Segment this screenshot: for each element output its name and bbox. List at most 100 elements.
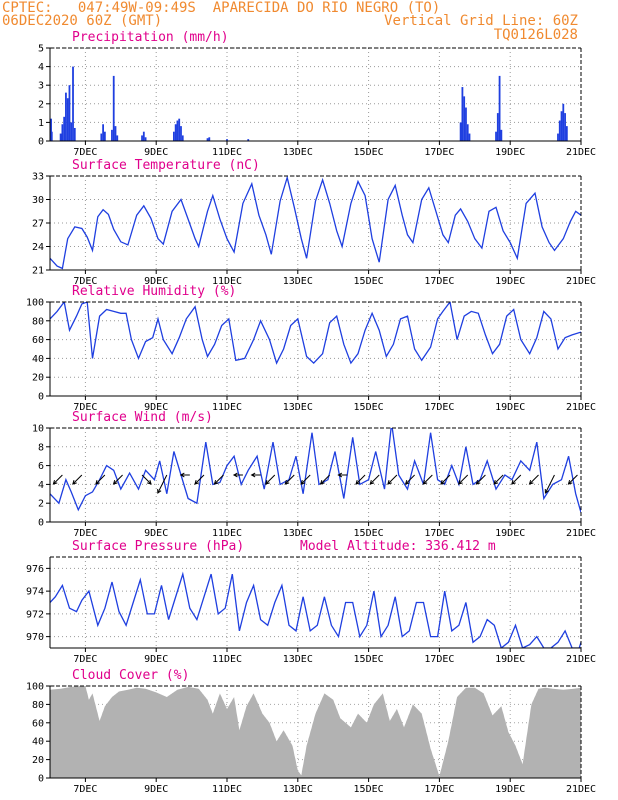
wind-vector	[113, 474, 123, 485]
x-tick-label: 9DEC	[144, 784, 168, 795]
x-tick-label: 21DEC	[566, 784, 596, 795]
y-tick-label: 27	[32, 219, 44, 230]
y-tick-label: 80	[32, 316, 44, 327]
precip-bar	[114, 126, 117, 141]
x-tick-label: 13DEC	[283, 147, 313, 158]
precip-bar	[565, 126, 568, 141]
wind-vector	[529, 474, 539, 485]
y-tick-label: 4	[38, 62, 44, 73]
x-tick-label: 17DEC	[424, 147, 454, 158]
x-tick-label: 13DEC	[283, 784, 313, 795]
wind-arrow-head	[250, 472, 256, 478]
wind-vector	[194, 474, 205, 485]
x-tick-label: 17DEC	[424, 402, 454, 413]
x-tick-label: 7DEC	[73, 402, 97, 413]
x-tick-label: 9DEC	[144, 276, 168, 287]
wind-arrow-head	[52, 480, 58, 485]
precip-bar	[103, 131, 106, 141]
y-tick-label: 2	[38, 99, 44, 110]
x-tick-label: 19DEC	[495, 528, 525, 539]
precip-bar	[73, 127, 76, 141]
wind-vector	[440, 474, 451, 485]
wind-vector	[157, 474, 168, 494]
wind-arrow-head	[567, 480, 573, 485]
precip-bar	[100, 133, 103, 141]
x-tick-label: 19DEC	[495, 147, 525, 158]
precip-bar	[176, 120, 179, 141]
series-line	[50, 571, 581, 648]
precip-bar	[174, 124, 177, 141]
x-tick-label: 19DEC	[495, 276, 525, 287]
precip-bar	[72, 66, 74, 141]
wind-arrow-head	[213, 480, 219, 485]
x-tick-label: 15DEC	[354, 654, 384, 665]
precip-bar	[562, 103, 565, 141]
wind-arrow-head	[457, 480, 463, 485]
x-tick-label: 17DEC	[424, 654, 454, 665]
x-tick-label: 9DEC	[144, 528, 168, 539]
wind-arrow-head	[422, 480, 428, 485]
y-tick-label: 33	[32, 172, 44, 183]
panel-2	[46, 175, 582, 274]
wind-vector	[141, 474, 152, 485]
precip-bar	[144, 137, 147, 141]
wind-arrow-head	[194, 480, 199, 485]
wind-arrow-head	[232, 472, 238, 478]
x-tick-label: 13DEC	[283, 402, 313, 413]
x-tick-label: 21DEC	[566, 528, 596, 539]
precip-bar	[495, 131, 497, 141]
wind-arrow-head	[179, 472, 185, 478]
precip-bar	[59, 133, 62, 141]
x-tick-label: 15DEC	[354, 147, 384, 158]
precip-bar	[463, 96, 466, 141]
x-tick-label: 11DEC	[212, 654, 242, 665]
y-tick-label: 100	[26, 682, 44, 693]
wind-vector	[422, 474, 433, 485]
precip-bar	[465, 107, 467, 141]
x-tick-label: 9DEC	[144, 654, 168, 665]
wind-vector	[493, 474, 504, 485]
y-tick-label: 40	[32, 354, 44, 365]
wind-arrow-head	[475, 480, 481, 485]
wind-arrow-head	[284, 480, 290, 485]
y-tick-label: 970	[26, 632, 44, 643]
x-tick-label: 21DEC	[566, 654, 596, 665]
precip-bar	[468, 133, 471, 141]
y-tick-label: 60	[32, 718, 44, 729]
precip-bar	[226, 139, 228, 141]
wind-vector	[355, 474, 366, 485]
x-tick-label: 13DEC	[283, 654, 313, 665]
cloud-cover-area	[50, 686, 581, 778]
wind-arrow-head	[404, 480, 410, 485]
series-line	[50, 176, 581, 270]
header-grid-line: Vertical Grid Line: 60Z	[384, 13, 578, 29]
x-tick-label: 7DEC	[73, 276, 97, 287]
wind-vector	[320, 474, 331, 485]
wind-vector	[568, 474, 578, 485]
precip-bar	[558, 120, 561, 141]
y-tick-label: 30	[32, 195, 44, 206]
y-tick-label: 3	[38, 81, 44, 92]
x-tick-label: 15DEC	[354, 276, 384, 287]
precip-bar	[178, 118, 181, 141]
precip-bar	[141, 135, 143, 141]
y-tick-label: 976	[26, 564, 44, 575]
precip-bar	[557, 133, 559, 141]
panel-title: Cloud Cover (%)	[72, 668, 189, 683]
y-tick-label: 974	[26, 587, 44, 598]
x-tick-label: 21DEC	[566, 276, 596, 287]
x-tick-label: 11DEC	[212, 528, 242, 539]
wind-arrow-head	[493, 480, 499, 485]
y-tick-label: 21	[32, 266, 44, 277]
wind-arrow-head	[95, 480, 100, 485]
panel-3	[46, 301, 582, 400]
wind-vector	[387, 474, 398, 485]
x-tick-label: 15DEC	[354, 784, 384, 795]
x-tick-label: 9DEC	[144, 402, 168, 413]
y-tick-label: 0	[38, 518, 44, 529]
wind-arrow-head	[265, 480, 270, 485]
wind-vector	[511, 474, 522, 485]
x-tick-label: 11DEC	[212, 147, 242, 158]
wind-vector	[458, 474, 469, 485]
x-tick-label: 11DEC	[212, 784, 242, 795]
